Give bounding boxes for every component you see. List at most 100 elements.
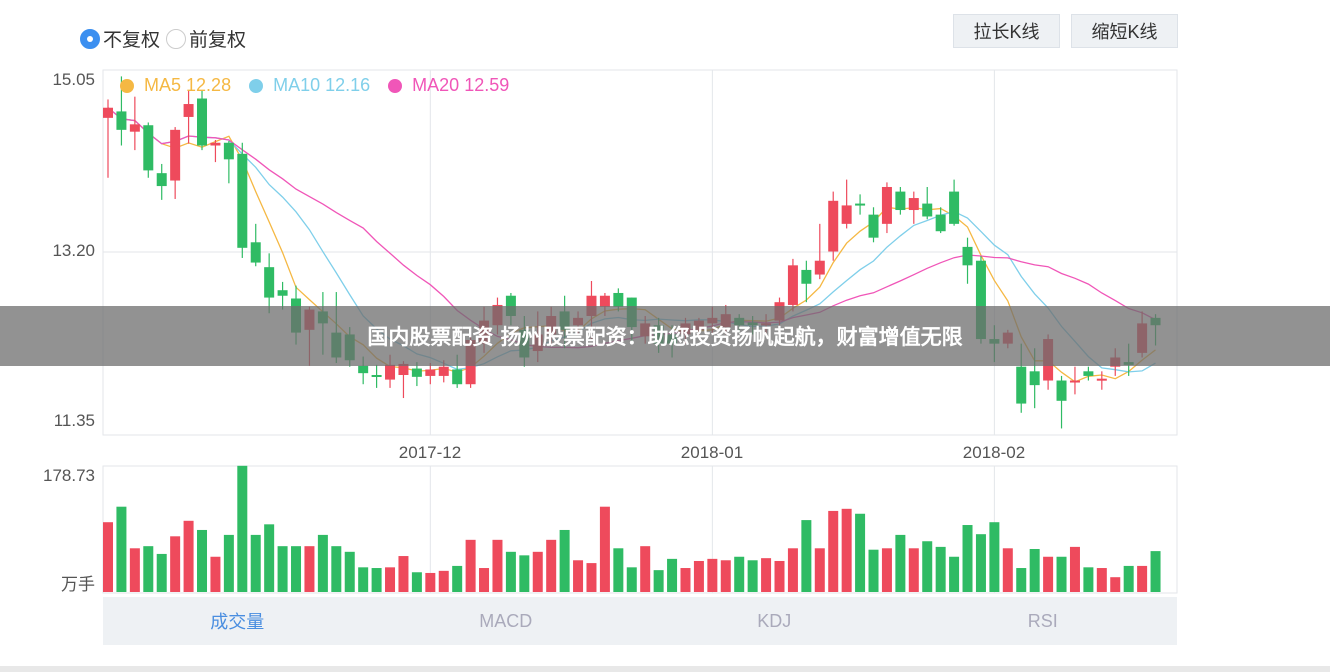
volume-bar — [828, 510, 839, 592]
volume-bar — [814, 548, 825, 592]
volume-bar — [599, 506, 610, 592]
candle-body — [143, 125, 154, 171]
volume-bar — [183, 520, 194, 592]
tab-kdj[interactable]: KDJ — [757, 610, 792, 631]
adjust-radio-group: 不复权 前复权 — [80, 25, 252, 52]
candle-body — [586, 295, 597, 317]
volume-bar — [479, 568, 490, 592]
candle-body — [975, 260, 986, 340]
legend-name: MA20 — [412, 75, 460, 95]
bottom-divider — [0, 666, 1330, 672]
volume-bar — [452, 565, 463, 592]
radio-no-adjust[interactable]: 不复权 — [80, 25, 160, 52]
volume-bar — [1083, 567, 1094, 592]
volume-bar — [317, 534, 328, 592]
legend-name: MA5 — [144, 75, 182, 95]
legend-value: 12.16 — [325, 75, 371, 95]
candle-body — [425, 369, 436, 376]
volume-bar — [492, 539, 503, 592]
volume-bar — [841, 508, 852, 592]
ma5-dot-icon — [120, 78, 134, 93]
tab-volume[interactable]: 成交量 — [210, 612, 265, 632]
candle-body — [103, 107, 113, 118]
ma-legend: MA5 12.28 MA10 12.16 MA20 12.59 — [120, 75, 527, 96]
radio-label: 不复权 — [103, 30, 161, 51]
volume-bar — [935, 546, 946, 592]
volume-bar — [908, 548, 919, 592]
candle-body — [599, 295, 610, 307]
radio-forward-adjust[interactable]: 前复权 — [166, 25, 246, 52]
volume-bar — [586, 563, 597, 592]
volume-bar — [653, 570, 664, 592]
volume-bar — [613, 548, 624, 592]
legend-ma10: MA10 12.16 — [249, 75, 370, 96]
ma10-dot-icon — [249, 78, 264, 93]
indicator-tabs: 成交量 MACD KDJ RSI — [103, 597, 1177, 645]
candle-body — [129, 124, 140, 132]
volume-bar — [546, 539, 557, 592]
candle-body — [277, 290, 288, 296]
volume-bar — [573, 560, 584, 592]
volume-bar — [143, 546, 154, 592]
y-tick-label: 13.20 — [52, 241, 95, 260]
candle-body — [855, 203, 866, 206]
candle-body — [411, 368, 422, 377]
volume-bar — [1137, 565, 1148, 592]
candle-body — [358, 365, 369, 374]
x-tick-label: 2018-02 — [962, 443, 1026, 462]
volume-bar — [465, 539, 476, 592]
candle-body — [613, 292, 624, 307]
overlay-banner: 国内股票配资 扬州股票配资：助您投资扬帆起航，财富增值无限 — [0, 306, 1330, 366]
candle-body — [935, 214, 946, 232]
volume-bar — [411, 572, 422, 592]
x-tick-label: 2018-01 — [680, 443, 744, 462]
legend-value: 12.59 — [464, 75, 510, 95]
candle-body — [962, 246, 973, 266]
volume-bar — [156, 553, 167, 592]
candle-body — [908, 198, 919, 211]
volume-bar — [103, 522, 113, 592]
candle-body — [1069, 380, 1080, 383]
volume-bar — [277, 546, 288, 592]
volume-bar — [1002, 548, 1013, 592]
candle-body — [237, 153, 248, 248]
candle-body — [922, 203, 933, 217]
volume-bar — [881, 548, 892, 592]
legend-value: 12.28 — [186, 75, 232, 95]
volume-bar — [559, 529, 570, 592]
volume-bar — [962, 525, 973, 592]
candle-body — [223, 142, 234, 160]
volume-bar — [989, 522, 1000, 592]
volume-bar — [438, 570, 449, 592]
candle-body — [197, 98, 208, 146]
volume-bar — [922, 541, 933, 592]
candle-body — [250, 242, 261, 263]
candle-body — [881, 186, 892, 224]
shorten-kline-button[interactable]: 缩短K线 — [1071, 14, 1178, 48]
candle-body — [1029, 371, 1040, 386]
volume-bar — [532, 551, 543, 592]
lengthen-kline-button[interactable]: 拉长K线 — [953, 14, 1060, 48]
volume-bar — [358, 567, 369, 592]
volume-bar — [385, 567, 396, 592]
volume-bar — [693, 560, 704, 592]
volume-bar — [949, 556, 960, 592]
candle-body — [1056, 380, 1067, 401]
legend-ma20: MA20 12.59 — [388, 75, 509, 96]
volume-bar — [398, 556, 409, 592]
volume-bar — [626, 567, 637, 592]
volume-bar — [1056, 556, 1067, 592]
volume-bar — [304, 546, 315, 592]
tab-macd[interactable]: MACD — [479, 610, 533, 631]
candle-body — [371, 374, 382, 377]
volume-bar — [505, 551, 516, 592]
tab-rsi[interactable]: RSI — [1027, 610, 1058, 631]
candle-body — [210, 142, 221, 146]
volume-bar — [720, 560, 731, 592]
radio-dot[interactable] — [166, 28, 187, 49]
volume-bar — [223, 534, 234, 592]
candle-body — [1083, 371, 1094, 376]
candle-body — [801, 269, 812, 284]
radio-dot[interactable] — [80, 28, 100, 49]
volume-bar — [170, 536, 181, 592]
